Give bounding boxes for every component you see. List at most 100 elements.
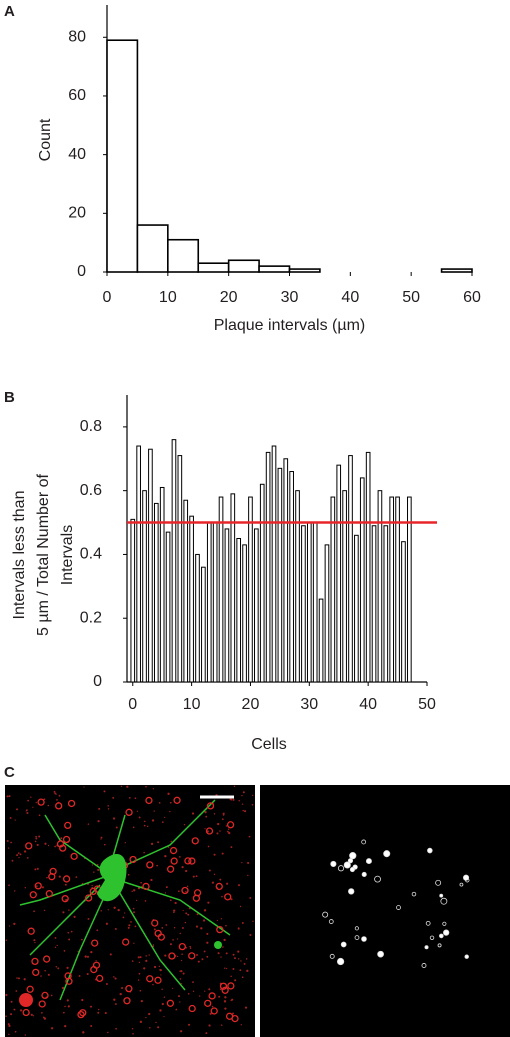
speckle — [238, 800, 240, 802]
puncta — [166, 999, 175, 1007]
speckle — [107, 805, 109, 807]
puncta — [62, 835, 71, 844]
puncta — [32, 968, 40, 977]
puncta — [429, 935, 435, 940]
speckle — [205, 815, 208, 818]
speckle — [237, 884, 241, 887]
puncta — [169, 846, 178, 855]
bar — [318, 598, 324, 683]
speckle — [153, 965, 157, 969]
y-axis-title: Intervals less than — [11, 491, 28, 620]
speckle — [122, 916, 125, 919]
speckle — [60, 837, 63, 840]
speckle — [132, 826, 135, 829]
puncta — [424, 945, 429, 950]
puncta — [26, 985, 34, 993]
histogram-bar — [258, 265, 291, 273]
speckle — [206, 941, 209, 944]
bar — [224, 528, 230, 683]
speckle — [177, 890, 180, 893]
speckle — [96, 929, 99, 932]
speckle — [140, 881, 143, 884]
speckle — [165, 886, 168, 889]
speckle — [219, 878, 222, 881]
speckle — [234, 979, 237, 982]
dendrite — [29, 884, 101, 956]
puncta — [411, 891, 417, 897]
speckle — [119, 992, 122, 996]
speckle — [145, 955, 147, 957]
speckle — [136, 899, 138, 902]
bar — [201, 566, 206, 683]
puncta — [154, 929, 162, 938]
speckle — [149, 1027, 151, 1029]
speckle — [222, 812, 225, 815]
speckle — [150, 842, 154, 846]
bar — [354, 534, 359, 683]
speckle — [26, 857, 29, 859]
speckle — [241, 794, 243, 797]
speckle — [174, 901, 177, 905]
speckle — [189, 945, 192, 948]
speckle — [187, 992, 190, 995]
speckle — [10, 841, 12, 844]
puncta — [383, 850, 391, 858]
speckle — [14, 819, 16, 821]
speckle — [66, 966, 69, 970]
speckle — [133, 911, 136, 914]
speckle — [34, 868, 37, 871]
speckle — [177, 995, 180, 998]
bar — [248, 496, 253, 683]
speckle — [173, 909, 176, 912]
speckle — [115, 1027, 117, 1030]
puncta — [34, 882, 42, 890]
x-tick-label: 10 — [183, 696, 201, 713]
puncta — [22, 1008, 30, 1017]
speckle — [228, 831, 231, 835]
puncta — [354, 935, 360, 940]
bar — [371, 525, 377, 683]
speckle — [195, 875, 198, 878]
y-tick-label: 0 — [77, 263, 86, 280]
speckle — [173, 927, 176, 929]
speckle — [177, 955, 179, 958]
puncta — [210, 1007, 218, 1015]
puncta — [224, 893, 232, 901]
speckle — [247, 861, 250, 864]
speckle — [35, 835, 37, 838]
speckle — [164, 855, 167, 858]
speckle — [113, 998, 116, 1001]
histogram-bar — [440, 268, 473, 273]
speckle — [33, 939, 36, 942]
speckle — [161, 988, 163, 990]
bar — [171, 439, 177, 683]
bar — [242, 544, 247, 683]
puncta — [204, 999, 212, 1007]
speckle — [206, 932, 209, 935]
speckle — [180, 959, 183, 962]
speckle — [67, 931, 70, 934]
puncta — [146, 861, 154, 869]
puncta — [216, 925, 224, 934]
speckle — [226, 967, 228, 970]
speckle — [197, 960, 200, 963]
puncta — [188, 1004, 196, 1013]
speckle — [17, 977, 21, 980]
bar — [365, 451, 371, 683]
x-tick-label: 20 — [220, 289, 238, 306]
speckle — [100, 910, 102, 912]
y-tick-label: 0.2 — [80, 609, 102, 626]
speckle — [227, 828, 230, 830]
speckle — [226, 830, 229, 833]
speckle — [36, 843, 39, 847]
bar — [336, 464, 342, 683]
speckle — [16, 977, 18, 979]
speckle — [224, 967, 226, 969]
puncta — [322, 911, 329, 918]
speckle — [138, 961, 141, 964]
speckle — [7, 1023, 10, 1026]
bar — [312, 522, 318, 683]
puncta — [145, 796, 153, 805]
puncta — [221, 986, 229, 994]
puncta — [122, 938, 130, 946]
